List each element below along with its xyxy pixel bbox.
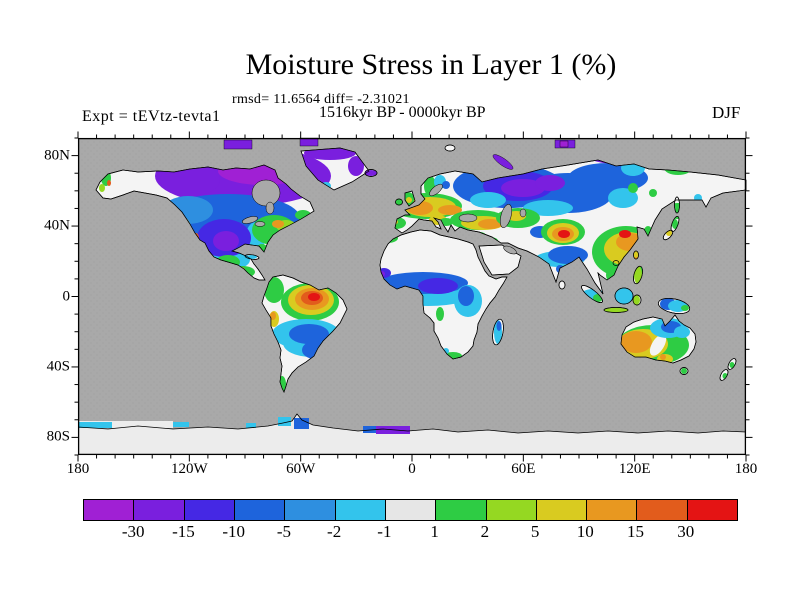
colorbar-threshold-label: 2 [480, 522, 490, 541]
x-tick-label: 180 [66, 461, 90, 477]
world-map [71, 131, 753, 462]
y-tick-label: 40S [46, 358, 70, 375]
x-tick-label: 60E [511, 461, 536, 477]
colorbar-segment [687, 500, 738, 520]
colorbar-segment [84, 500, 135, 520]
colorbar-threshold-label: 30 [677, 522, 695, 541]
colorbar-threshold-label: -30 [121, 522, 145, 541]
colorbar-segment [536, 500, 588, 520]
colorbar-segment [436, 500, 487, 520]
y-tick-label: 80S [46, 428, 70, 445]
colorbar-segment [234, 500, 286, 520]
y-tick-label: 0 [62, 288, 71, 304]
season-label: DJF [712, 103, 741, 122]
colorbar-segment [184, 500, 235, 520]
colorbar-threshold-label: 10 [576, 522, 594, 541]
colorbar-threshold-label: -15 [172, 522, 195, 541]
y-tick-label: 40N [44, 217, 70, 234]
x-tick-label: 180 [734, 461, 758, 477]
x-tick-label: 0 [408, 461, 416, 477]
colorbar-threshold-label: 1 [430, 522, 439, 541]
colorbar-segment [385, 500, 437, 520]
colorbar-threshold-label: -1 [377, 522, 392, 541]
colorbar-threshold-label: -2 [327, 522, 342, 541]
page-title: Moisture Stress in Layer 1 (%) [245, 48, 617, 81]
x-tick-label: 120W [170, 461, 208, 477]
colorbar-segment [134, 500, 185, 520]
experiment-label: Expt = tEVtz-tevta1 [82, 108, 221, 125]
colorbar-segment [335, 500, 386, 520]
colorbar-threshold-label: -5 [276, 522, 292, 541]
period-line: 1516kyr BP - 0000kyr BP [319, 104, 486, 121]
colorbar-threshold-label: 5 [530, 522, 540, 541]
x-tick-label: 60W [286, 461, 316, 477]
map-frame [77, 137, 747, 456]
colorbar-segment [285, 500, 336, 520]
arctic-cells [223, 137, 576, 170]
colorbar-segment [486, 500, 537, 520]
colorbar-segment [637, 500, 688, 520]
lakes [241, 179, 527, 255]
axis-ticks [71, 131, 753, 462]
colorbar-threshold-label: -10 [222, 522, 246, 541]
colorbar [83, 499, 738, 521]
y-tick-label: 80N [44, 147, 70, 164]
colorbar-threshold-label: 15 [627, 522, 645, 541]
colorbar-segment [587, 500, 638, 520]
stats-line: rmsd= 11.6564 diff= -2.31021 [232, 92, 410, 107]
x-tick-label: 120E [618, 461, 651, 477]
antarctica [77, 413, 747, 455]
